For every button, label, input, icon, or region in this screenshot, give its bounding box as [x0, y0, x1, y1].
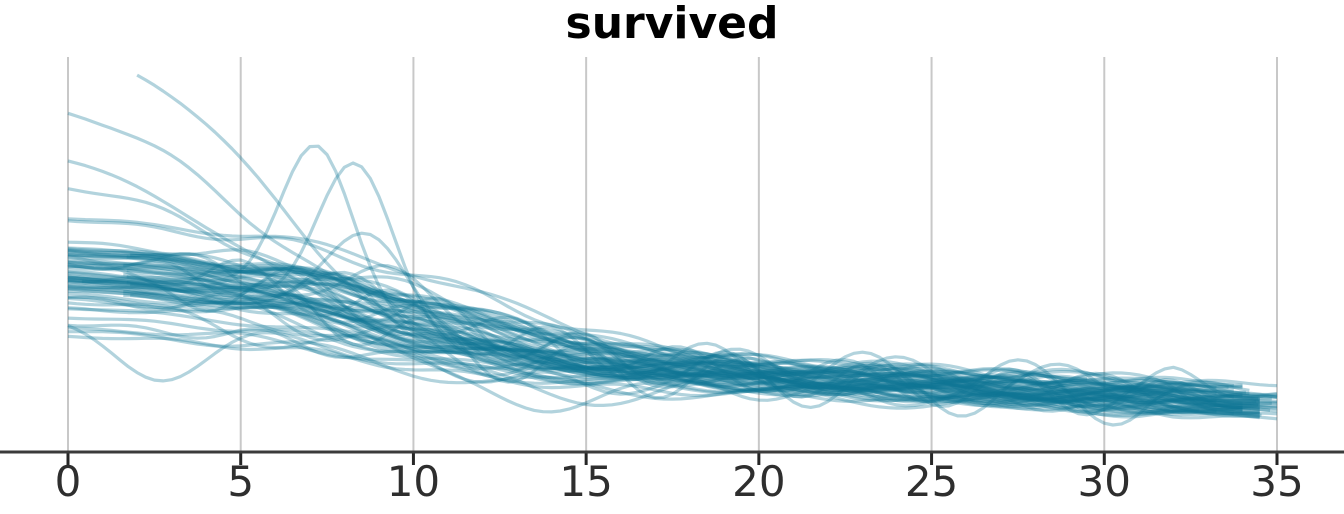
curve-line — [67, 286, 1157, 403]
curve-line — [67, 254, 1217, 391]
curve-line — [130, 253, 1271, 412]
curve-line — [67, 261, 1243, 400]
x-tick-label: 20 — [732, 457, 786, 506]
x-tick-label: 10 — [386, 457, 441, 506]
curve-line — [67, 260, 1278, 414]
curve-line — [67, 187, 1260, 405]
curve-line — [67, 247, 1278, 388]
curve-line — [123, 293, 1246, 394]
curve-line — [67, 272, 1088, 381]
curve-line — [67, 283, 1217, 414]
curve-line — [67, 252, 1260, 413]
x-axis-ticks — [66, 453, 1279, 465]
curve-line — [67, 287, 1278, 421]
curve-line — [67, 264, 1260, 418]
curve-line — [67, 326, 1243, 410]
curve-line — [67, 278, 1260, 403]
curve-line — [67, 280, 1260, 416]
x-tick-label: 35 — [1250, 457, 1304, 506]
curve-line — [67, 284, 1234, 391]
survival-curves — [67, 73, 1278, 427]
x-tick-label: 0 — [54, 457, 82, 506]
curve-line — [123, 271, 1272, 401]
curve-line — [67, 249, 1174, 392]
curve-line — [67, 253, 1277, 409]
curve-line — [67, 269, 1278, 397]
curve-line — [126, 255, 1250, 396]
curve-line — [67, 286, 1243, 390]
curve-line — [67, 249, 1243, 389]
curve-line — [67, 264, 1260, 414]
curve-line — [123, 272, 1272, 407]
curve-line — [67, 316, 1243, 409]
curve-line — [81, 279, 1257, 403]
x-tick-label: 25 — [904, 457, 959, 506]
curve-line — [67, 334, 1243, 414]
x-tick-label: 5 — [227, 457, 255, 506]
curve-line — [67, 252, 1243, 387]
x-tick-label: 30 — [1077, 457, 1132, 506]
curve-line — [68, 330, 1234, 419]
curve-line — [130, 293, 1262, 417]
curve-line — [67, 291, 1260, 406]
gridlines — [67, 57, 1278, 451]
curve-line — [67, 275, 1260, 419]
curve-line — [67, 260, 1131, 393]
curve-line — [67, 159, 1243, 410]
curve-line — [67, 144, 1278, 403]
curve-line — [67, 253, 1278, 399]
curve-line — [126, 269, 1259, 407]
curve-line — [67, 263, 1217, 405]
curve-line — [67, 291, 1278, 410]
curve-line — [67, 217, 1278, 398]
chart-title: survived — [565, 0, 779, 49]
curve-line — [67, 289, 1243, 407]
curve-line — [67, 301, 1260, 405]
curve-line — [67, 250, 1217, 395]
curve-line — [67, 259, 1260, 417]
curve-line — [126, 280, 1259, 401]
curve-line — [67, 240, 1260, 411]
curve-line — [67, 219, 1278, 405]
curve-line — [130, 283, 1107, 385]
curve-line — [67, 295, 1278, 406]
curve-line — [67, 161, 1260, 410]
curve-line — [67, 270, 1278, 408]
curve-line — [67, 258, 1278, 408]
curve-line — [126, 274, 1250, 405]
curve-line — [67, 248, 1278, 410]
curve-line — [67, 275, 1200, 412]
curve-line — [123, 263, 1229, 390]
curve-line — [67, 323, 1243, 415]
curve-line — [67, 246, 1260, 420]
curve-line — [67, 324, 1260, 417]
curve-line — [67, 276, 1278, 416]
curve-line — [67, 231, 1243, 396]
curve-line — [67, 296, 1260, 415]
curve-line — [67, 111, 1278, 399]
curve-line — [67, 273, 1234, 399]
curve-line — [67, 258, 1234, 393]
curve-line — [67, 276, 1243, 427]
curve-line — [67, 277, 1260, 414]
curve-line — [67, 279, 1260, 403]
curve-line — [136, 73, 1260, 406]
x-tick-label: 15 — [559, 457, 613, 506]
curve-line — [67, 306, 1260, 402]
curve-line — [67, 307, 1260, 410]
